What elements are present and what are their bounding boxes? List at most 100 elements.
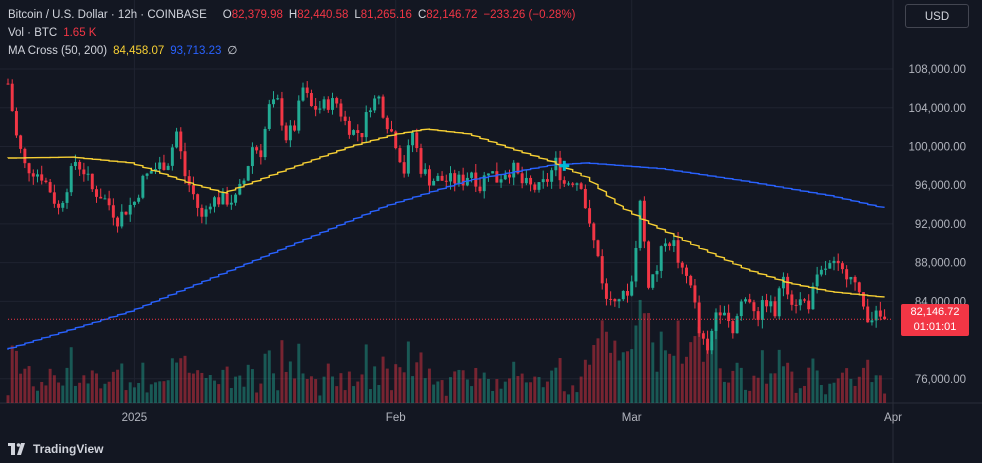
candle-body (288, 125, 292, 141)
volume-bar (293, 378, 297, 403)
volume-bar (571, 385, 575, 403)
candle-body (301, 87, 305, 101)
volume-bar (811, 358, 815, 403)
volume-bar (634, 325, 638, 403)
candle-body (638, 200, 642, 248)
candle-body (874, 310, 878, 321)
candle-body (381, 96, 385, 118)
candle-body (508, 174, 511, 178)
volume-bar (297, 343, 301, 403)
legend-volume-label[interactable]: Vol · BTC (8, 27, 58, 39)
tradingview-logo-text: TradingView (33, 442, 104, 456)
volume-bar (853, 385, 857, 403)
volume-bar (305, 379, 309, 403)
volume-bar (246, 364, 250, 403)
candle-body (280, 98, 284, 126)
currency-button[interactable]: USD (905, 4, 969, 28)
legend-close-label: C (417, 9, 427, 21)
candle-body (364, 112, 368, 138)
time-axis: 2025 Feb Mar Apr (122, 412, 902, 424)
candle-body (592, 223, 596, 241)
candle-body (272, 99, 275, 105)
legend-high-label: H (288, 9, 298, 21)
candle-body (242, 180, 246, 184)
candle-body (162, 162, 166, 170)
volume-bar (183, 355, 187, 403)
volume-bar (436, 381, 440, 403)
volume-bar (714, 326, 718, 403)
volume-bar (10, 345, 14, 403)
candle-body (731, 321, 735, 334)
candle-body (634, 247, 638, 282)
volume-bar (36, 390, 39, 403)
volume-bar (360, 374, 364, 403)
volume-bar (103, 383, 107, 403)
volume-bar (339, 373, 343, 403)
candle-body (461, 174, 465, 186)
candle-body (297, 100, 301, 131)
candle-body (419, 148, 423, 174)
price-tick-label: 92,000.00 (915, 219, 966, 231)
candle-body (524, 177, 528, 184)
candle-body (710, 330, 714, 351)
volume-bar (478, 378, 482, 403)
volume-bar (288, 361, 292, 403)
volume-bar (390, 390, 393, 403)
volume-bar (204, 378, 208, 403)
candle-body (693, 285, 697, 303)
volume-bar (824, 394, 828, 403)
volume-bar (701, 361, 705, 403)
price-tick-label: 108,000.00 (908, 64, 966, 76)
volume-bar (255, 392, 259, 403)
legend-ma-label[interactable]: MA Cross (50, 200) (8, 45, 108, 57)
volume-bar (718, 368, 722, 403)
volume-bar (427, 368, 431, 403)
candle-body (765, 300, 769, 307)
volume-bar (883, 393, 887, 403)
volume-bar (440, 380, 444, 403)
candle-body (537, 182, 541, 190)
time-tick-label: 2025 (122, 412, 148, 424)
legend-high-value: 82,440.58 (297, 9, 349, 21)
candle-body (335, 98, 339, 104)
volume-bar (309, 376, 313, 403)
volume-bar (175, 362, 179, 403)
candle-body (680, 262, 684, 268)
volume-bar (710, 341, 714, 403)
volume-bar (137, 382, 141, 403)
volume-bar (495, 379, 499, 403)
candle-body (529, 177, 533, 185)
candle-body (760, 300, 764, 320)
candle-body (470, 172, 474, 178)
candle-body (579, 183, 583, 189)
volume-bar (191, 373, 195, 403)
candle-body (331, 98, 334, 110)
candle-body (255, 147, 259, 151)
volume-bar (613, 340, 617, 403)
volume-bar (604, 331, 608, 403)
volume-bar (828, 383, 832, 403)
candle-body (630, 281, 634, 296)
volume-bar (406, 341, 410, 403)
tradingview-logo[interactable]: TradingView (8, 442, 103, 456)
candle-body (701, 333, 705, 339)
candle-body (293, 125, 297, 131)
volume-bar (364, 344, 368, 403)
volume-bar (120, 363, 124, 403)
legend-volume-row: Vol · BTC 1.65 K (8, 24, 576, 42)
volume-bar (554, 367, 558, 403)
candle-body (360, 133, 364, 138)
candle-body (444, 180, 448, 182)
candle-body (309, 93, 313, 107)
volume-bar (575, 392, 579, 403)
candle-body (40, 174, 44, 181)
candle-body (398, 148, 402, 163)
candle-body (158, 162, 162, 170)
volume-bar (162, 381, 166, 403)
volume-bar (491, 390, 495, 403)
candle-body (567, 183, 570, 185)
legend-symbol[interactable]: Bitcoin / U.S. Dollar · 12h · COINBASE (8, 9, 207, 21)
candle-body (857, 282, 861, 293)
candle-body (651, 274, 655, 288)
